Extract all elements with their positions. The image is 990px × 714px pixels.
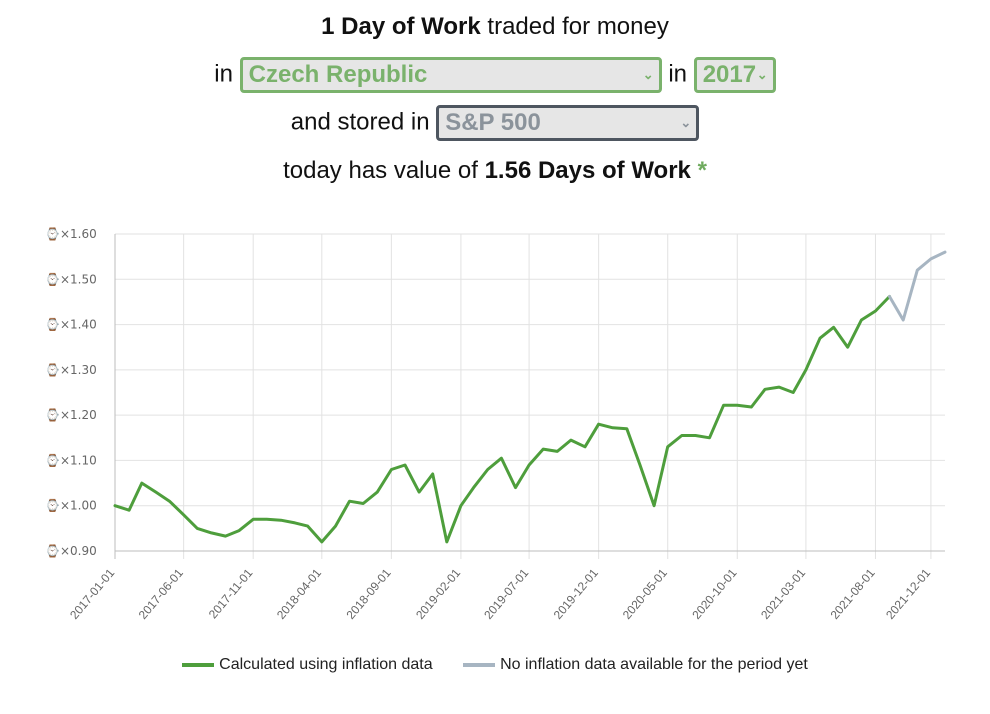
- legend-label-calculated: Calculated using inflation data: [219, 656, 433, 673]
- x-tick-label: 2020-10-01: [689, 566, 739, 622]
- y-tick-label: ⌚×1.00: [45, 499, 97, 513]
- legend-swatch-calculated: [182, 662, 215, 667]
- traded-text: traded for money: [487, 13, 669, 40]
- in-label-2: in: [668, 60, 688, 88]
- country-select[interactable]: Czech Republic ⌄: [239, 57, 662, 93]
- year-select-value: 2017: [702, 61, 757, 88]
- chart-legend: Calculated using inflation data No infla…: [0, 656, 990, 674]
- y-tick-label: ⌚×1.20: [45, 408, 97, 422]
- x-tick-label: 2019-07-01: [481, 566, 531, 622]
- footnote-asterisk[interactable]: *: [697, 157, 707, 184]
- legend-swatch-no-inflation: [463, 662, 496, 667]
- value-chart: ⌚×1.60 ⌚×1.50 ⌚×1.40 ⌚×1.30 ⌚×1.20 ⌚×1.10 ⌚×1.…: [45, 227, 947, 622]
- legend-item-calculated[interactable]: Calculated using inflation data: [182, 656, 433, 674]
- x-tick-label: 2021-08-01: [828, 566, 878, 622]
- today-label: today has value of: [283, 157, 478, 184]
- work-unit-label: 1 Day of Work: [321, 13, 481, 40]
- y-tick-label: ⌚×1.30: [45, 363, 97, 377]
- series-line-calculated: [113, 295, 891, 544]
- stored-line: and stored in S&P 500 ⌄: [0, 105, 990, 141]
- x-tick-label: 2017-11-01: [206, 566, 256, 622]
- chevron-down-icon: ⌄: [756, 67, 768, 82]
- x-tick-label: 2017-01-01: [67, 566, 117, 622]
- x-tick-label: 2017-06-01: [136, 566, 186, 622]
- country-year-line: in Czech Republic ⌄ in 2017 ⌄: [0, 57, 990, 93]
- chevron-down-icon: ⌄: [680, 115, 692, 130]
- fund-select[interactable]: S&P 500 ⌄: [436, 105, 700, 141]
- y-tick-label: ⌚×1.10: [45, 453, 97, 467]
- x-tick-label: 2021-03-01: [758, 566, 808, 622]
- x-tick-label: 2021-12-01: [883, 566, 933, 622]
- legend-item-no-inflation[interactable]: No inflation data available for the peri…: [463, 656, 808, 674]
- x-tick-label: 2020-05-01: [620, 566, 670, 622]
- fund-select-value: S&P 500: [445, 109, 541, 136]
- y-tick-label: ⌚×1.60: [45, 227, 97, 241]
- year-select[interactable]: 2017 ⌄: [693, 57, 776, 93]
- stored-label: and stored in: [290, 108, 430, 136]
- x-tick-label: 2018-09-01: [343, 566, 393, 622]
- x-tick-label: 2018-04-01: [274, 566, 324, 622]
- y-tick-label: ⌚×1.50: [45, 272, 97, 286]
- chevron-down-icon: ⌄: [642, 67, 654, 82]
- x-tick-label: 2019-12-01: [551, 566, 601, 622]
- result-value: 1.56 Days of Work: [484, 157, 691, 184]
- title-line: 1 Day of Work traded for money: [0, 11, 990, 43]
- country-select-value: Czech Republic: [248, 61, 428, 88]
- in-label: in: [214, 60, 233, 88]
- x-tick-label: 2019-02-01: [413, 566, 463, 622]
- y-tick-label: ⌚×1.40: [45, 318, 97, 332]
- y-tick-label: ⌚×0.90: [45, 544, 97, 558]
- result-line: today has value of 1.56 Days of Work *: [0, 155, 990, 187]
- series-line-no-inflation: [888, 250, 947, 322]
- legend-label-no-inflation: No inflation data available for the peri…: [500, 656, 808, 673]
